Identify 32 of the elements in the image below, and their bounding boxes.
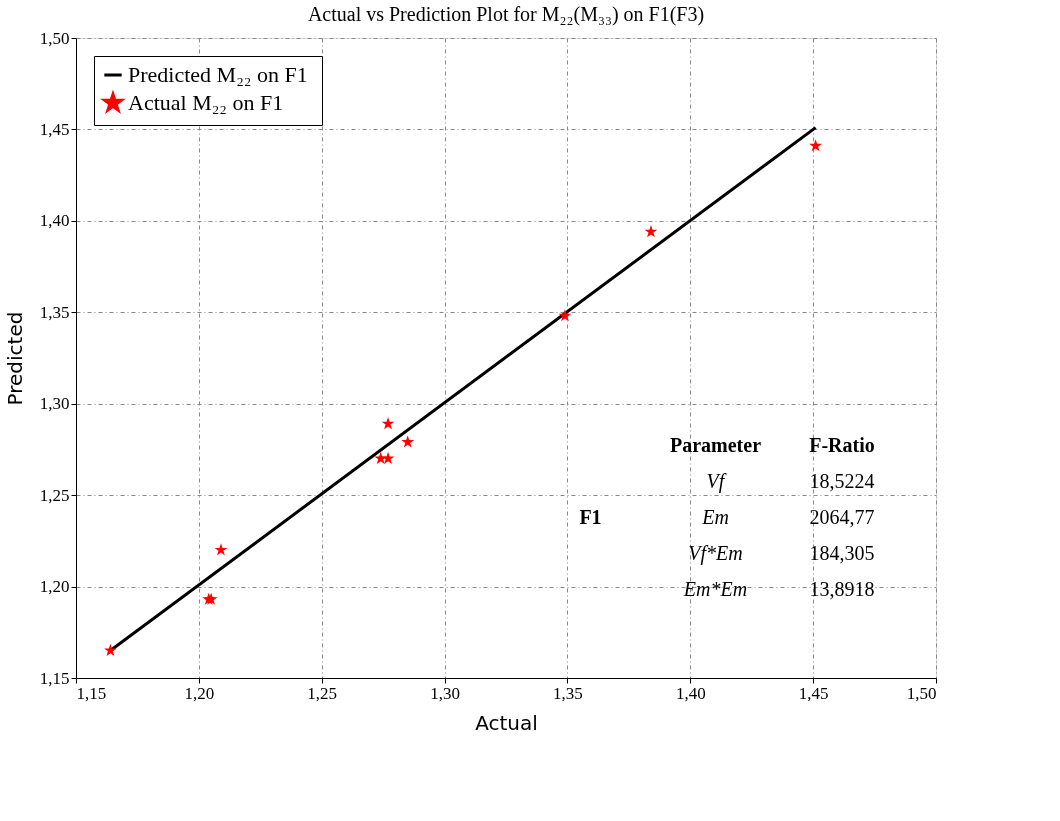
legend-label: Actual M₂₂ on F1	[128, 90, 284, 115]
annotation: 2064,77	[809, 506, 875, 528]
x-tick-label: 1,30	[430, 683, 460, 703]
x-tick-label: 1,15	[76, 683, 107, 703]
x-tick-label: 1,50	[906, 683, 937, 703]
chart-title: Actual vs Prediction Plot for M₂₂(M₃₃) on F1(F3)	[307, 3, 705, 26]
x-tick-label: 1,35	[553, 683, 583, 703]
x-axis-title: Actual	[475, 710, 538, 735]
y-tick-label: 1,50	[39, 28, 70, 48]
x-tick-label: 1,45	[798, 683, 829, 703]
x-tick-label: 1,25	[307, 683, 338, 703]
y-tick-label: 1,40	[39, 211, 70, 231]
annotation: 18,5224	[809, 470, 875, 492]
legend-label: Predicted M₂₂ on F1	[128, 62, 308, 87]
x-tick-label: 1,20	[184, 683, 215, 703]
annotation: Vf*Em	[688, 542, 743, 565]
y-tick-label: 1,45	[39, 119, 70, 139]
y-axis-title: Predicted	[2, 311, 27, 406]
y-tick-label: 1,30	[39, 394, 70, 414]
y-tick-label: 1,25	[39, 485, 70, 505]
y-tick-label: 1,15	[39, 668, 70, 688]
y-tick-label: 1,35	[39, 302, 70, 322]
x-tick-label: 1,40	[675, 683, 706, 703]
y-tick-label: 1,20	[39, 577, 70, 597]
annotation: Em*Em	[682, 578, 748, 600]
annotation: F1	[579, 506, 602, 528]
annotation: 13,8918	[809, 578, 875, 600]
annotation: 184,305	[809, 542, 875, 564]
annotation: F-Ratio	[809, 434, 875, 456]
annotation: Parameter	[669, 434, 762, 456]
annotation: Em	[701, 506, 729, 528]
annotation: Vf	[706, 470, 727, 493]
